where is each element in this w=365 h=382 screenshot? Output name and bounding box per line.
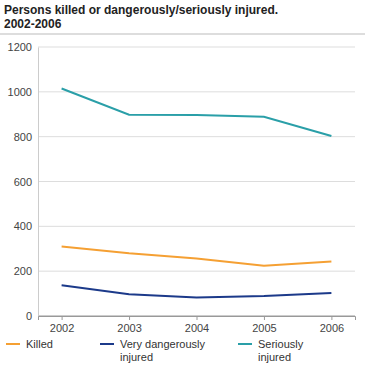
y-tick-label: 800 bbox=[14, 131, 32, 143]
y-axis: 0 200 400 600 800 1000 1200 bbox=[8, 41, 39, 322]
x-tick-label: 2006 bbox=[320, 322, 344, 334]
series-line bbox=[62, 247, 332, 266]
legend-swatch bbox=[100, 343, 114, 345]
x-tick-label: 2005 bbox=[252, 322, 276, 334]
legend-label-line: Very dangerously bbox=[120, 338, 205, 350]
legend: KilledVery dangerouslyinjuredSeriouslyin… bbox=[6, 338, 304, 363]
y-tick-label: 400 bbox=[14, 220, 32, 232]
x-tick: 2005 bbox=[252, 316, 276, 334]
series-line bbox=[62, 88, 332, 136]
grid-line bbox=[38, 271, 355, 272]
y-tick: 1000 bbox=[8, 86, 38, 98]
x-tick: 2003 bbox=[117, 316, 141, 334]
x-tick: 2002 bbox=[50, 316, 74, 334]
grid-line bbox=[38, 47, 355, 48]
lines bbox=[62, 88, 332, 297]
y-tick-label: 200 bbox=[14, 265, 32, 277]
x-tick-mark bbox=[264, 316, 265, 320]
y-tick: 0 bbox=[26, 310, 38, 322]
plot: 0200400600800100012002002200320042005200… bbox=[8, 41, 356, 334]
x-tick-mark bbox=[62, 316, 63, 320]
legend-label: Killed bbox=[26, 338, 53, 350]
y-tick-label: 1200 bbox=[8, 41, 32, 53]
grid-line bbox=[38, 136, 355, 137]
grid bbox=[38, 47, 355, 316]
y-tick: 200 bbox=[14, 265, 38, 277]
title: Persons killed or dangerously/seriously … bbox=[4, 3, 278, 31]
x-axis-line bbox=[39, 317, 356, 321]
y-tick-label: 0 bbox=[26, 310, 32, 322]
chart: Persons killed or dangerously/seriously … bbox=[0, 0, 365, 382]
y-tick: 600 bbox=[14, 176, 38, 188]
grid-line bbox=[38, 91, 355, 92]
x-tick-mark bbox=[331, 316, 332, 320]
legend-label-line: injured bbox=[258, 351, 291, 363]
legend-label: Seriouslyinjured bbox=[258, 338, 304, 363]
legend-swatch bbox=[238, 343, 252, 345]
x-tick-label: 2003 bbox=[117, 322, 141, 334]
y-tick: 400 bbox=[14, 220, 38, 232]
legend-label-line: Seriously bbox=[258, 338, 304, 350]
x-axis: 2002 2003 2004 2005 2006 bbox=[39, 316, 356, 334]
y-axis-line bbox=[38, 48, 39, 317]
legend-label: Very dangerouslyinjured bbox=[120, 338, 205, 363]
grid-line bbox=[38, 181, 355, 182]
x-tick: 2006 bbox=[320, 316, 344, 334]
x-tick-mark bbox=[129, 316, 130, 320]
y-tick: 800 bbox=[14, 131, 38, 143]
y-tick-label: 600 bbox=[14, 176, 32, 188]
title-line: Persons killed or dangerously/seriously … bbox=[4, 3, 278, 17]
legend-label-line: injured bbox=[120, 351, 153, 363]
title-line: 2002-2006 bbox=[4, 17, 62, 31]
x-tick: 2004 bbox=[185, 316, 209, 334]
x-tick-mark bbox=[197, 316, 198, 320]
y-tick: 1200 bbox=[8, 41, 38, 53]
grid-line bbox=[38, 226, 355, 227]
legend-swatch bbox=[6, 343, 20, 345]
title-rule bbox=[0, 34, 365, 35]
y-tick-label: 1000 bbox=[8, 86, 32, 98]
series-line bbox=[62, 285, 332, 297]
legend-label-line: Killed bbox=[26, 338, 53, 350]
x-tick-label: 2004 bbox=[185, 322, 209, 334]
x-tick-label: 2002 bbox=[50, 322, 74, 334]
